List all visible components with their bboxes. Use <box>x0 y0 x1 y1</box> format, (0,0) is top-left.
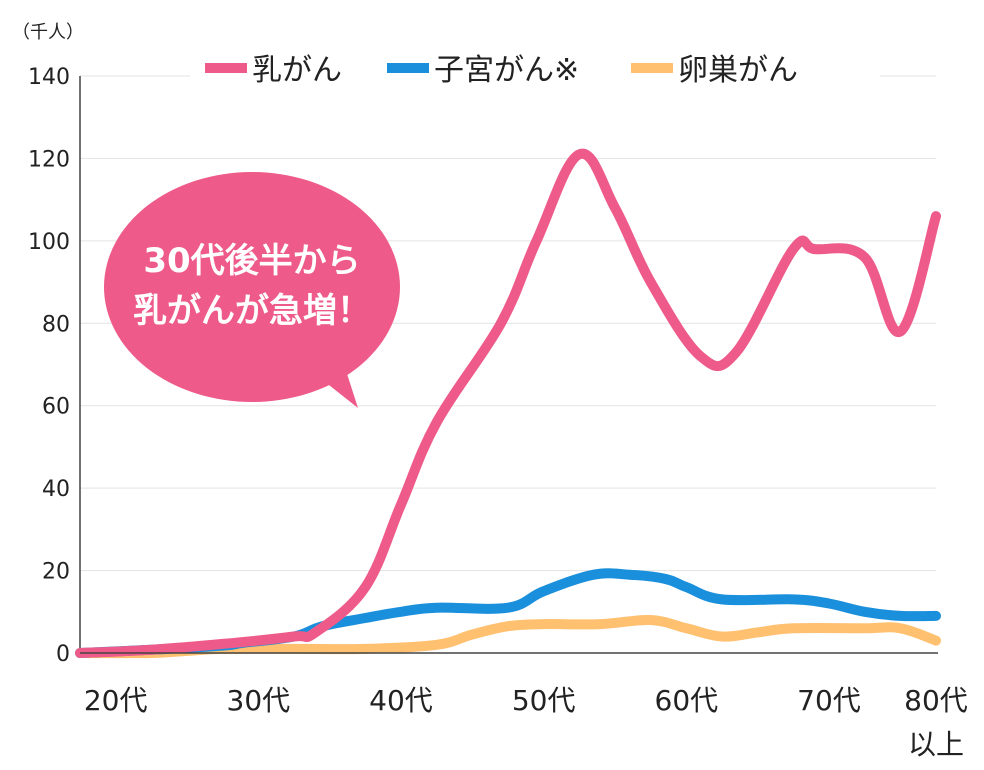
callout-bubble-shape <box>104 172 400 402</box>
series-line-breast <box>75 148 941 658</box>
y-tick-label: 20 <box>42 560 70 585</box>
legend-label-uterine: 子宮がん※ <box>434 53 579 88</box>
x-tick-label: 20代 <box>84 684 148 717</box>
y-tick-label: 80 <box>42 312 70 337</box>
callout-text-line2: 乳がんが急増！ <box>133 291 371 331</box>
legend-background <box>190 46 880 92</box>
y-tick-label: 0 <box>56 642 70 667</box>
x-tick-label: 30代 <box>227 684 291 717</box>
legend: 乳がん 子宮がん※ 卵巣がん <box>190 46 880 92</box>
x-tick-label: 70代 <box>797 684 861 717</box>
y-tick-label: 60 <box>42 395 70 420</box>
callout-bubble: 30代後半から 乳がんが急増！ <box>104 172 400 408</box>
x-tick-label: 50代 <box>512 684 576 717</box>
x-tick-label: 40代 <box>369 684 433 717</box>
y-axis-unit-label: （千人） <box>12 22 84 43</box>
x-tick-label: 80代 <box>904 684 968 717</box>
x-tick-label: 60代 <box>655 684 719 717</box>
x-tick-label-line2: 以上 <box>908 728 964 761</box>
y-tick-label: 100 <box>28 230 70 255</box>
legend-label-ovarian: 卵巣がん <box>678 53 798 88</box>
legend-label-breast: 乳がん <box>252 53 342 88</box>
y-axis-ticks: 0 20 40 60 80 100 120 140 <box>28 65 70 667</box>
y-tick-label: 40 <box>42 477 70 502</box>
series-lines <box>75 148 941 659</box>
callout-bubble-tail <box>310 352 358 408</box>
y-tick-label: 120 <box>28 147 70 172</box>
callout-text-line1: 30代後半から <box>143 241 360 281</box>
y-tick-label: 140 <box>28 65 70 90</box>
